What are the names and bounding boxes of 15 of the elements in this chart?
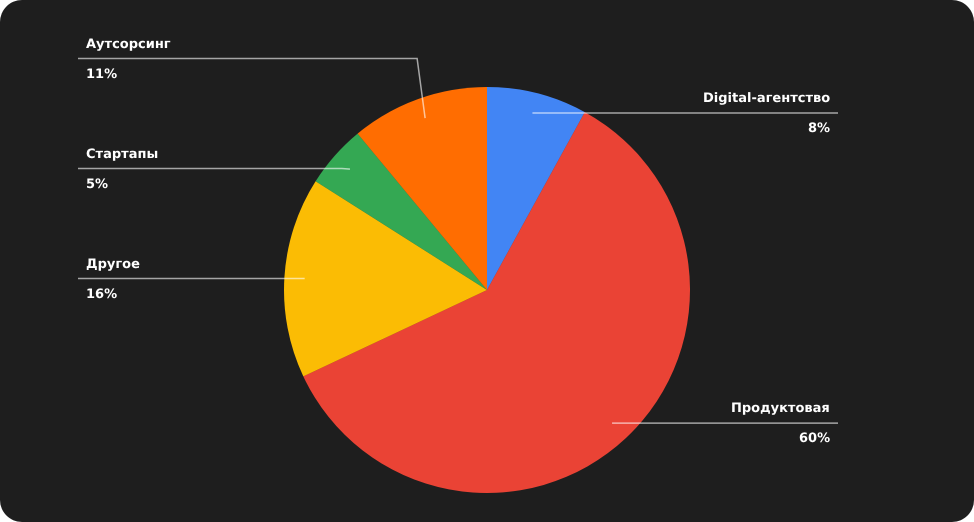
pie-slice xyxy=(358,87,487,290)
pie-slice xyxy=(303,112,690,493)
slice-label: Продуктовая xyxy=(731,401,830,416)
slice-label: Digital-агентство xyxy=(703,91,830,106)
slice-label: Другое xyxy=(86,257,140,272)
pie-slice xyxy=(487,87,585,290)
data-label: 60% xyxy=(799,431,830,446)
data-label: 16% xyxy=(86,287,118,302)
pie-slice xyxy=(284,181,487,376)
slice-label: Стартапы xyxy=(86,147,158,162)
pie-slice xyxy=(316,134,487,290)
data-label: 5% xyxy=(86,177,108,192)
data-label: 8% xyxy=(808,121,830,136)
data-label: 11% xyxy=(86,67,118,82)
slice-label: Аутсорсинг xyxy=(86,37,171,52)
